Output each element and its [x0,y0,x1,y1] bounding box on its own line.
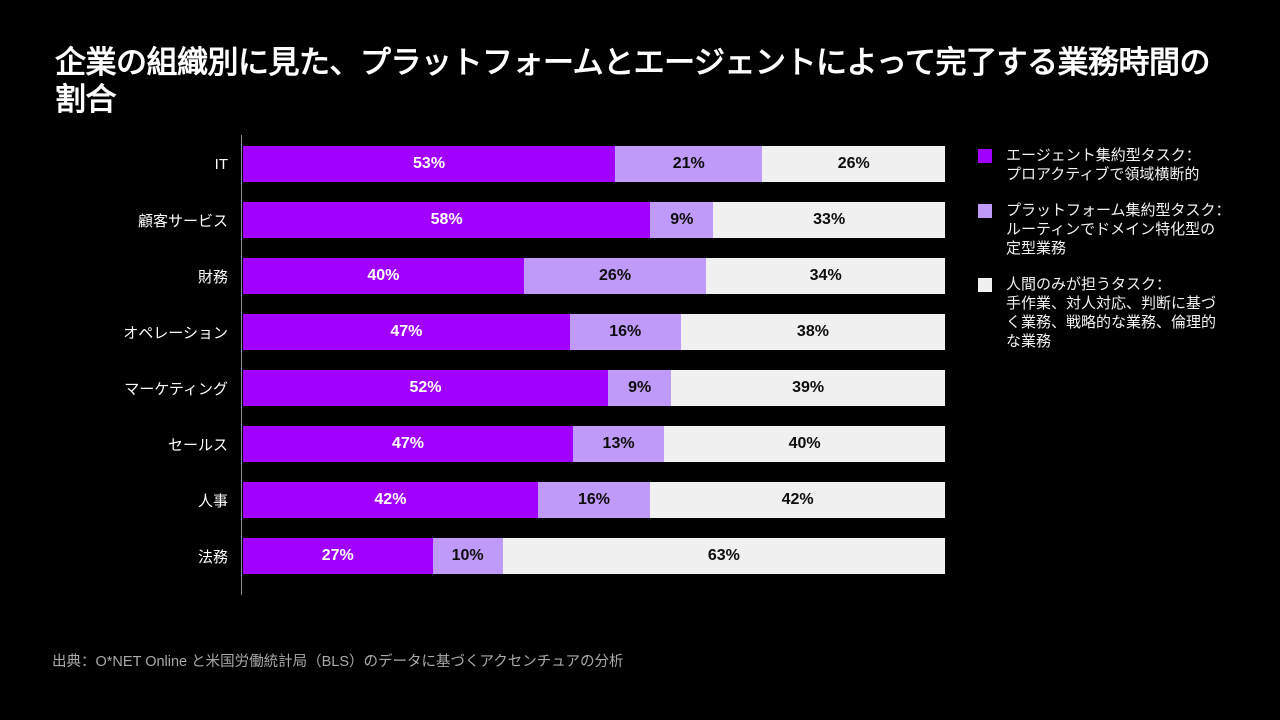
bar-segment-human-only: 26% [762,146,945,182]
bar-segment-agent: 52% [243,370,609,406]
bar-segment-platform: 16% [537,482,651,518]
stacked-bar: 47% 13% 40% [243,426,945,462]
bar-segment-platform: 9% [650,202,714,238]
value-label: 39% [792,379,825,396]
value-label: 40% [367,267,400,284]
stacked-bar: 42% 16% 42% [243,482,945,518]
bar-segment-agent: 40% [243,258,524,294]
bar-segment-human-only: 39% [671,370,946,406]
value-label: 42% [374,491,407,508]
value-label: 63% [707,547,740,564]
bar-segment-human-only: 33% [713,202,945,238]
value-label: 21% [672,155,705,172]
stacked-bar: 27% 10% 63% [243,538,946,574]
legend-item-human-only: 人間のみが担うタスク： 手作業、対人対応、判断に基づ く業務、戦略的な業務、倫理的な… [978,275,1248,351]
legend-label-line: プラットフォーム集約型タスク： [1006,202,1231,219]
bar-segment-agent: 47% [243,426,573,462]
legend-label: エージェント集約型タスク： プロアクティブで領域横断的 [1006,146,1201,184]
bar-segment-agent: 53% [243,146,616,182]
bar-row: マーケティング 52% 9% 39% [0,370,946,406]
bar-row: 財務 40% 26% 34% [0,258,945,294]
value-label: 58% [430,211,463,228]
legend-label-line: な業務 [1006,333,1052,350]
bar-segment-human-only: 40% [664,426,945,462]
value-label: 10% [451,547,484,564]
chart-area: IT 53% 21% 26% 顧客サービス 58% 9% 33% 財務 40% 26% 34% オペレー… [0,135,1248,595]
bar-row: セールス 47% 13% 40% [0,426,945,462]
legend-label-line: エージェント集約型タスク： [1006,147,1201,164]
category-label: オペレーション [123,324,228,342]
value-label: 52% [409,379,442,396]
legend-label: 人間のみが担うタスク： 手作業、対人対応、判断に基づ く業務、戦略的な業務、倫理的な… [1006,275,1216,351]
value-label: 47% [391,435,424,452]
category-label: IT [214,155,228,173]
value-label: 38% [796,323,829,340]
category-label: 法務 [197,548,228,566]
bar-segment-platform: 21% [615,146,763,182]
legend-label: プラットフォーム集約型タスク： ルーティンでドメイン特化型の 定型業務 [1006,201,1231,258]
legend-label-line: 人間のみが担うタスク： [1006,276,1172,293]
bar-segment-platform: 9% [608,370,672,406]
value-label: 16% [609,323,642,340]
bar-segment-agent: 47% [243,314,570,350]
category-label: 財務 [197,268,228,286]
bar-segment-human-only: 34% [706,258,945,294]
value-label: 16% [577,491,611,508]
bar-segment-agent: 42% [243,482,538,518]
legend-label-line: 手作業、対人対応、判断に基づ [1006,295,1217,312]
value-label: 40% [788,435,821,452]
value-label: 47% [390,323,423,340]
value-label: 9% [670,211,694,228]
bar-segment-human-only: 38% [680,314,945,350]
bar-segment-human-only: 42% [650,482,945,518]
chart-title: 企業の組織別に見た、プラットフォームとエージェントによって完了する業務時間の割合 [55,45,1210,118]
bar-row: オペレーション 47% 16% 38% [0,314,945,350]
legend-swatch-icon [978,278,992,292]
value-label: 9% [628,379,652,396]
bar-segment-human-only: 63% [502,538,946,574]
legend-label-line: く業務、戦略的な業務、倫理的 [1006,314,1217,331]
bar-segment-platform: 13% [572,426,665,462]
bar-segment-agent: 58% [243,202,651,238]
stacked-bar: 47% 16% 38% [243,314,945,350]
bar-row: IT 53% 21% 26% [0,146,945,182]
value-label: 27% [321,547,354,564]
value-label: 13% [602,435,635,452]
value-label: 26% [599,267,632,284]
category-label: マーケティング [124,380,228,398]
category-label: 顧客サービス [137,212,228,230]
value-label: 26% [837,155,870,172]
bar-segment-platform: 26% [523,258,707,294]
bar-row: 法務 27% 10% 63% [0,538,946,574]
legend-label-line: ルーティンでドメイン特化型の [1006,221,1216,238]
stacked-bar: 58% 9% 33% [243,202,945,238]
value-label: 53% [413,155,446,172]
stacked-bar: 40% 26% 34% [243,258,945,294]
value-label: 33% [813,211,846,228]
legend-item-agent: エージェント集約型タスク： プロアクティブで領域横断的 [978,146,1248,184]
category-label: 人事 [197,492,228,510]
value-label: 34% [809,267,842,284]
chart-rows: IT 53% 21% 26% 顧客サービス 58% 9% 33% 財務 40% 26% 34% オペレー… [0,146,946,574]
legend-swatch-icon [978,149,992,163]
plot: IT 53% 21% 26% 顧客サービス 58% 9% 33% 財務 40% 26% 34% オペレー… [0,135,946,595]
source-note: 出典：O*NET Online と米国労働統計局（BLS）のデータに基づくアクセ… [52,654,624,670]
stacked-bar: 52% 9% 39% [243,370,946,406]
y-axis-line [241,135,242,595]
legend-swatch-icon [978,204,992,218]
bar-row: 人事 42% 16% 42% [0,482,945,518]
legend-label-line: プロアクティブで領域横断的 [1006,166,1200,183]
bar-segment-agent: 27% [243,538,433,574]
legend-label-line: 定型業務 [1006,240,1067,257]
bar-row: 顧客サービス 58% 9% 33% [0,202,945,238]
stacked-bar: 53% 21% 26% [243,146,945,182]
bar-segment-platform: 10% [432,538,503,574]
category-label: セールス [167,436,228,454]
bar-segment-platform: 16% [569,314,681,350]
value-label: 42% [781,491,814,508]
legend-item-platform: プラットフォーム集約型タスク： ルーティンでドメイン特化型の 定型業務 [978,201,1248,258]
chart-legend: エージェント集約型タスク： プロアクティブで領域横断的プラットフォーム集約型タスク… [978,135,1248,368]
